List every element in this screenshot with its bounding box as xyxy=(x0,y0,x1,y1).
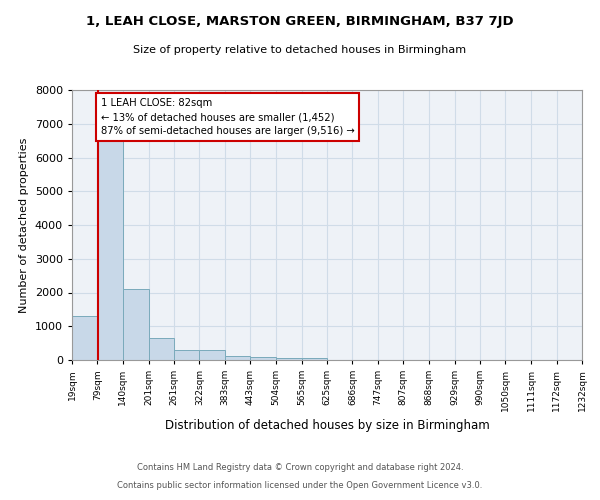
X-axis label: Distribution of detached houses by size in Birmingham: Distribution of detached houses by size … xyxy=(164,420,490,432)
Text: Contains public sector information licensed under the Open Government Licence v3: Contains public sector information licen… xyxy=(118,481,482,490)
Bar xyxy=(72,316,97,360)
Text: 1 LEAH CLOSE: 82sqm
← 13% of detached houses are smaller (1,452)
87% of semi-det: 1 LEAH CLOSE: 82sqm ← 13% of detached ho… xyxy=(101,98,355,136)
Bar xyxy=(174,350,199,360)
Text: Size of property relative to detached houses in Birmingham: Size of property relative to detached ho… xyxy=(133,45,467,55)
Bar xyxy=(250,357,276,360)
Bar xyxy=(199,350,225,360)
Bar xyxy=(149,338,174,360)
Text: Contains HM Land Registry data © Crown copyright and database right 2024.: Contains HM Land Registry data © Crown c… xyxy=(137,464,463,472)
Text: 1, LEAH CLOSE, MARSTON GREEN, BIRMINGHAM, B37 7JD: 1, LEAH CLOSE, MARSTON GREEN, BIRMINGHAM… xyxy=(86,15,514,28)
Bar xyxy=(302,358,327,360)
Y-axis label: Number of detached properties: Number of detached properties xyxy=(19,138,29,312)
Bar xyxy=(225,356,250,360)
Bar xyxy=(276,358,302,360)
Bar xyxy=(97,139,123,360)
Bar xyxy=(123,289,149,360)
